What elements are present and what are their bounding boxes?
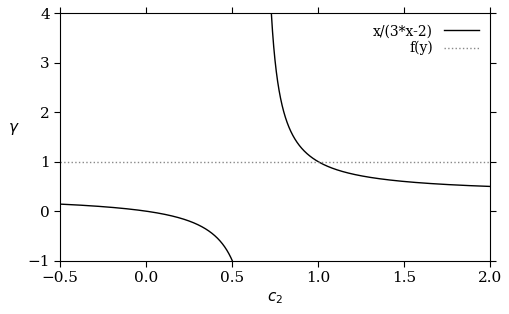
X-axis label: $c_2$: $c_2$	[267, 291, 282, 306]
Legend: x/(3*x-2), f(y): x/(3*x-2), f(y)	[369, 20, 483, 60]
x/(3*x-2)	[208, 231, 214, 235]
x/(3*x-2)	[121, 207, 127, 210]
x/(3*x-2)	[205, 229, 211, 233]
Line: x/(3*x-2): x/(3*x-2)	[60, 204, 232, 261]
x/(3*x-2)	[156, 211, 162, 215]
Y-axis label: $\gamma$: $\gamma$	[8, 121, 19, 137]
x/(3*x-2)	[57, 202, 63, 206]
x/(3*x-2)	[177, 216, 183, 220]
x/(3*x-2)	[160, 212, 166, 216]
x/(3*x-2)	[229, 259, 235, 263]
